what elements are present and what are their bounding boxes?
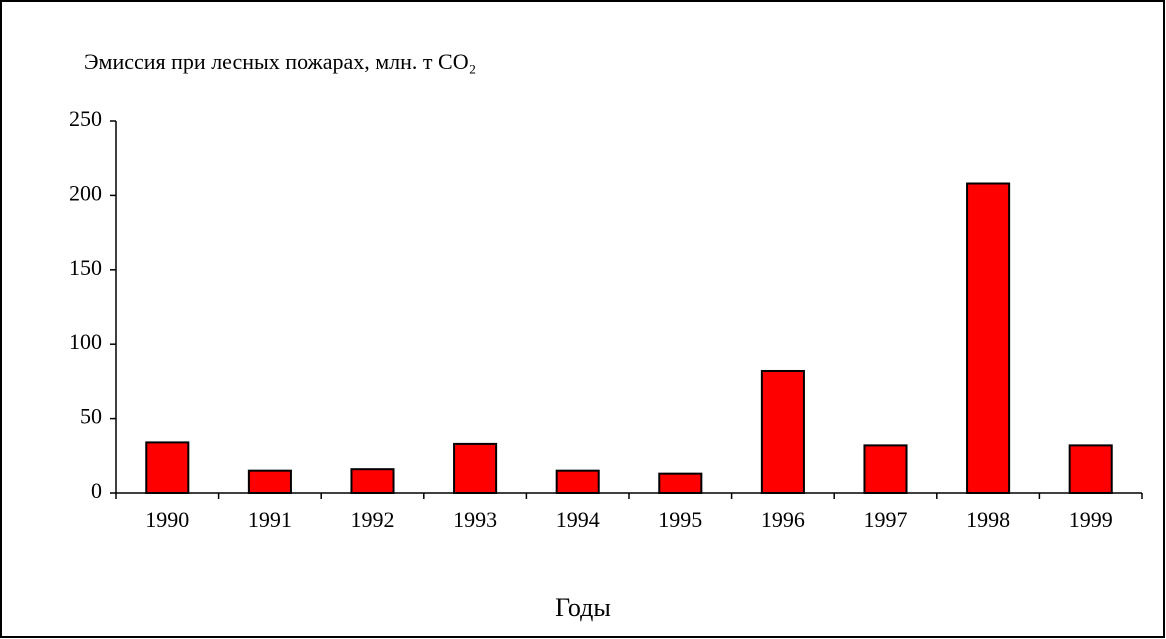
bar bbox=[1068, 444, 1113, 495]
x-tick-label: 1999 bbox=[1069, 507, 1113, 532]
bar bbox=[247, 469, 292, 494]
y-tick-label: 0 bbox=[91, 478, 102, 503]
bar bbox=[760, 369, 805, 495]
bar bbox=[145, 441, 190, 494]
x-tick-label: 1996 bbox=[761, 507, 805, 532]
bar bbox=[350, 468, 395, 494]
bar bbox=[863, 444, 908, 495]
x-tick-label: 1994 bbox=[556, 507, 600, 532]
x-tick-label: 1992 bbox=[351, 507, 395, 532]
x-tick-label: 1993 bbox=[453, 507, 497, 532]
x-tick-label: 1998 bbox=[966, 507, 1010, 532]
chart-title: Эмиссия при лесных пожарах, млн. т CO₂ bbox=[84, 49, 476, 74]
x-tick-label: 1991 bbox=[248, 507, 292, 532]
y-tick-label: 100 bbox=[69, 329, 102, 354]
bar bbox=[658, 472, 703, 495]
x-tick-label: 1990 bbox=[145, 507, 189, 532]
y-tick-label: 50 bbox=[80, 404, 102, 429]
y-tick-label: 200 bbox=[69, 180, 102, 205]
bar bbox=[555, 469, 600, 494]
x-axis-label: Годы bbox=[555, 593, 611, 622]
x-tick-label: 1997 bbox=[864, 507, 908, 532]
y-tick-label: 150 bbox=[69, 255, 102, 280]
bar bbox=[966, 182, 1011, 494]
x-tick-label: 1995 bbox=[658, 507, 702, 532]
bar bbox=[453, 442, 498, 494]
y-tick-label: 250 bbox=[69, 106, 102, 131]
